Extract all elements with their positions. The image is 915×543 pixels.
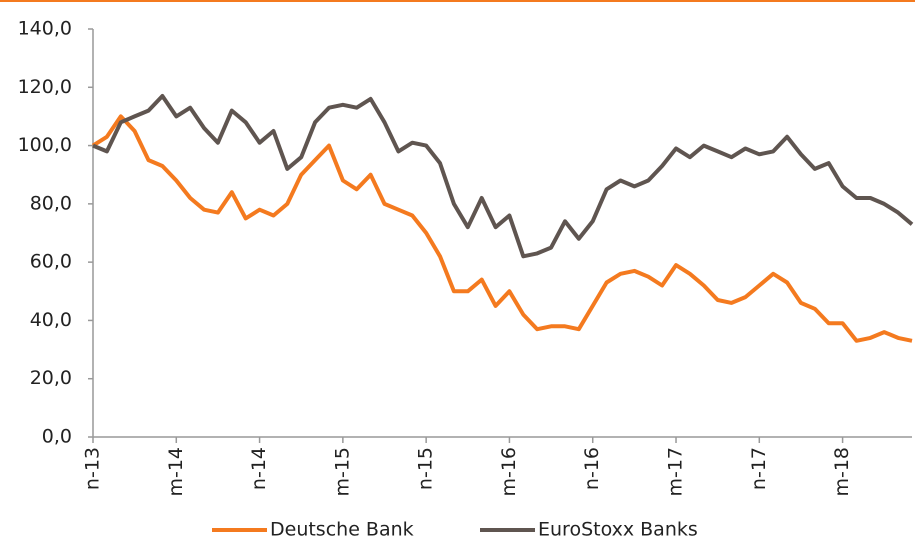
x-tick-label: n-14: [248, 447, 270, 490]
y-tick-label: 100,0: [18, 134, 72, 156]
legend-label: EuroStoxx Banks: [538, 519, 698, 541]
x-tick-label: m-18: [831, 447, 853, 497]
y-tick-label: 60,0: [30, 251, 72, 273]
y-tick-label: 20,0: [30, 367, 72, 389]
y-tick-label: 120,0: [18, 76, 72, 98]
legend-label: Deutsche Bank: [270, 519, 414, 541]
x-tick-label: m-17: [665, 447, 687, 497]
series-line: [92, 94, 914, 259]
x-tick-label: n-13: [82, 447, 104, 490]
x-tick-label: n-17: [748, 447, 770, 490]
x-tick-label: n-15: [415, 447, 437, 490]
y-tick-label: 40,0: [30, 309, 72, 331]
x-tick-label: m-16: [498, 447, 520, 497]
y-tick-label: 80,0: [30, 192, 72, 214]
y-tick-label: 0,0: [42, 426, 72, 448]
series-line: [91, 114, 913, 343]
x-tick-label: m-15: [331, 447, 353, 497]
y-tick-label: 140,0: [18, 18, 72, 40]
x-tick-label: n-16: [581, 447, 603, 490]
x-tick-label: m-14: [165, 447, 187, 497]
